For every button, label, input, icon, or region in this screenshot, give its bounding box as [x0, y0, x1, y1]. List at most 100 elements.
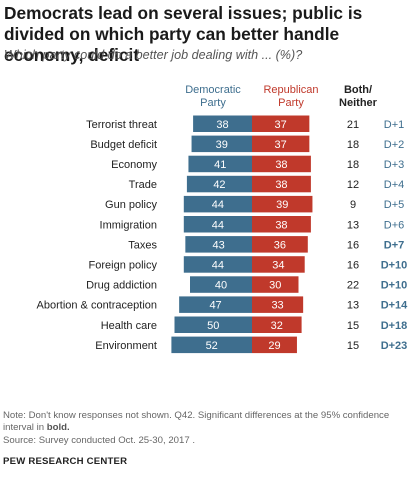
- democratic-value-label: 50: [207, 320, 219, 332]
- source-text: Source: Survey conducted Oct. 25-30, 201…: [3, 435, 195, 446]
- democratic-bar: [188, 155, 252, 173]
- democratic-value-label: 41: [214, 159, 226, 171]
- republican-bar: [252, 336, 297, 354]
- republican-value-label: 29: [268, 340, 280, 352]
- both-neither-value-label: 21: [347, 119, 359, 131]
- note-bold: bold.: [46, 422, 70, 433]
- republican-column-header: Republican Party: [254, 84, 328, 110]
- difference-label: D+23: [381, 340, 408, 352]
- both-neither-value-label: 13: [347, 300, 359, 312]
- republican-bar: [252, 276, 299, 293]
- democratic-bar: [171, 336, 252, 354]
- category-label: Immigration: [100, 219, 157, 231]
- republican-value-label: 30: [269, 280, 281, 292]
- democratic-bar: [183, 256, 252, 273]
- category-label: Foreign policy: [89, 259, 158, 271]
- category-label: Drug addiction: [86, 280, 157, 292]
- category-label: Health care: [101, 320, 157, 332]
- republican-bar: [252, 155, 311, 173]
- republican-value-label: 32: [271, 320, 283, 332]
- republican-bar: [252, 316, 302, 333]
- democratic-bar: [174, 316, 252, 333]
- republican-bar: [252, 236, 308, 253]
- republican-bar: [252, 115, 310, 132]
- difference-label: D+7: [384, 239, 405, 251]
- difference-label: D+10: [381, 259, 408, 271]
- republican-bar: [252, 135, 310, 153]
- category-label: Trade: [129, 179, 157, 191]
- difference-label: D+14: [381, 300, 408, 312]
- category-label: Environment: [95, 340, 157, 352]
- republican-value-label: 37: [275, 119, 287, 131]
- democratic-bar: [186, 175, 252, 193]
- both-neither-value-label: 18: [347, 159, 359, 171]
- organization-name: PEW RESEARCH CENTER: [3, 456, 128, 467]
- both-neither-value-label: 15: [347, 320, 359, 332]
- republican-value-label: 37: [275, 139, 287, 151]
- democratic-value-label: 47: [209, 300, 221, 312]
- difference-label: D+10: [381, 280, 408, 292]
- category-label: Economy: [111, 159, 157, 171]
- democratic-value-label: 44: [212, 219, 224, 231]
- democratic-bar: [183, 216, 252, 233]
- category-label: Abortion & contraception: [37, 300, 157, 312]
- both-neither-column-header: Both/ Neither: [334, 84, 382, 110]
- democratic-value-label: 42: [213, 179, 225, 191]
- category-label: Budget deficit: [90, 139, 157, 151]
- both-neither-value-label: 9: [350, 199, 356, 211]
- category-label: Taxes: [128, 239, 157, 251]
- both-neither-value-label: 12: [347, 179, 359, 191]
- democratic-bar: [191, 135, 252, 153]
- republican-value-label: 34: [272, 259, 284, 271]
- republican-header-line1: Republican: [263, 84, 319, 96]
- chart-subtitle: Which party could do a better job dealin…: [4, 48, 303, 62]
- republican-bar: [252, 216, 311, 233]
- difference-label: D+2: [384, 139, 405, 151]
- republican-bar: [252, 296, 304, 313]
- difference-label: D+6: [384, 219, 405, 231]
- democratic-header-line2: Party: [200, 97, 226, 109]
- difference-label: D+3: [384, 159, 405, 171]
- democratic-value-label: 38: [216, 119, 228, 131]
- democratic-bar: [190, 276, 252, 293]
- republican-value-label: 39: [276, 199, 288, 211]
- democratic-value-label: 40: [215, 280, 227, 292]
- both-neither-value-label: 16: [347, 239, 359, 251]
- both-header-line2: Neither: [339, 97, 377, 109]
- category-label: Terrorist threat: [86, 119, 157, 131]
- republican-value-label: 33: [271, 300, 283, 312]
- difference-label: D+5: [384, 199, 405, 211]
- both-header-line1: Both/: [343, 84, 373, 96]
- democratic-bar: [183, 195, 252, 213]
- democratic-value-label: 52: [206, 340, 218, 352]
- republican-value-label: 38: [275, 159, 287, 171]
- democratic-bar: [185, 236, 252, 253]
- republican-bar: [252, 256, 305, 273]
- republican-bar: [252, 175, 311, 193]
- republican-value-label: 38: [275, 179, 287, 191]
- democratic-value-label: 39: [216, 139, 228, 151]
- both-neither-value-label: 15: [347, 340, 359, 352]
- republican-header-line2: Party: [278, 97, 304, 109]
- democratic-column-header: Democratic Party: [176, 84, 250, 110]
- note-text: Note: Don't know responses not shown. Q4…: [3, 410, 390, 433]
- democratic-value-label: 44: [212, 259, 224, 271]
- difference-label: D+18: [381, 320, 408, 332]
- chart-title: Democrats lead on several issues; public…: [4, 3, 363, 65]
- difference-label: D+1: [384, 119, 405, 131]
- democratic-value-label: 44: [212, 199, 224, 211]
- both-neither-value-label: 16: [347, 259, 359, 271]
- both-neither-value-label: 22: [347, 280, 359, 292]
- republican-bar: [252, 195, 313, 213]
- democratic-bar: [193, 115, 252, 132]
- category-label: Gun policy: [105, 199, 157, 211]
- republican-value-label: 38: [275, 219, 287, 231]
- democratic-header-line1: Democratic: [185, 84, 241, 96]
- democratic-bar: [179, 296, 252, 313]
- democratic-value-label: 43: [213, 239, 225, 251]
- difference-label: D+4: [384, 179, 405, 191]
- both-neither-value-label: 13: [347, 219, 359, 231]
- note: Note: Don't know responses not shown. Q4…: [3, 410, 413, 434]
- both-neither-value-label: 18: [347, 139, 359, 151]
